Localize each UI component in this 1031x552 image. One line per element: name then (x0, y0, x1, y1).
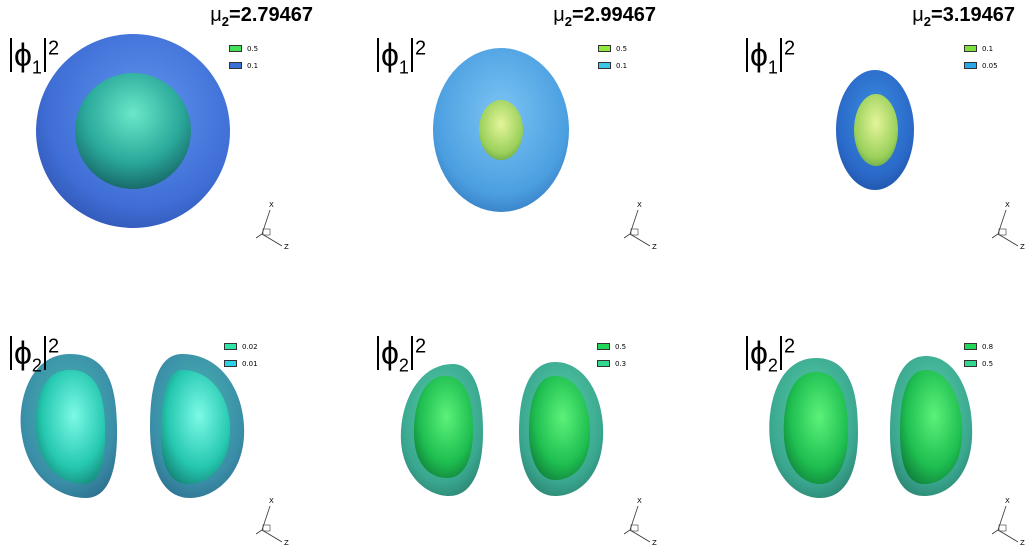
axis-triad-icon: X Z (623, 201, 657, 250)
phi-label: ϕ22 (375, 336, 426, 374)
phi-label: ϕ12 (744, 38, 795, 76)
axis-triad-icon: X Z (991, 497, 1025, 546)
legend: 0.8 0.5 (964, 338, 993, 372)
legend-item: 0.5 (229, 40, 258, 57)
svg-text:Z: Z (284, 539, 289, 546)
legend: 0.5 0.1 (229, 40, 258, 74)
isosurface-plot (36, 34, 230, 228)
isosurface-plot (400, 362, 604, 496)
inner-isosurface-left (35, 370, 106, 484)
svg-text:X: X (1005, 497, 1010, 505)
inner-isosurface-left (413, 376, 473, 478)
isosurface-plot (836, 70, 914, 190)
svg-text:X: X (269, 201, 274, 209)
inner-isosurface-right (160, 370, 231, 484)
mu-label: μ2=2.99467 (553, 4, 656, 29)
phi-label: ϕ12 (8, 38, 59, 76)
axis-triad-icon: X Z (255, 497, 289, 546)
inner-isosurface (854, 94, 898, 166)
legend: 0.5 0.1 (598, 40, 627, 74)
svg-text:X: X (637, 497, 642, 505)
legend: 0.5 0.3 (597, 338, 626, 372)
inner-isosurface-right (900, 370, 963, 484)
legend-item: 0.1 (598, 57, 627, 74)
inner-isosurface (479, 100, 523, 160)
phi-label: ϕ22 (8, 336, 59, 374)
inner-isosurface (75, 73, 191, 189)
svg-text:Z: Z (1020, 539, 1025, 546)
panel-phi2-b: ϕ22 0.5 0.3 X Z (343, 276, 686, 552)
legend-item: 0.1 (229, 57, 258, 74)
panel-phi2-a: ϕ22 0.02 0.01 X Z (0, 276, 343, 552)
legend-item: 0.5 (598, 40, 627, 57)
axis-triad-icon: X Z (991, 201, 1025, 250)
inner-isosurface-right (529, 376, 591, 480)
isosurface-plot (433, 48, 569, 212)
panel-phi1-a: μ2=2.79467 ϕ12 0.5 0.1 X Z (0, 0, 343, 276)
legend-item: 0.8 (964, 338, 993, 355)
svg-text:Z: Z (652, 539, 657, 546)
legend-item: 0.3 (597, 355, 626, 372)
svg-text:Z: Z (652, 243, 657, 250)
svg-text:X: X (637, 201, 642, 209)
legend-item: 0.01 (224, 355, 258, 372)
svg-text:Z: Z (1020, 243, 1025, 250)
phi-label: ϕ22 (744, 336, 795, 374)
legend: 0.02 0.01 (224, 338, 258, 372)
axis-triad-icon: X Z (623, 497, 657, 546)
legend-item: 0.5 (964, 355, 993, 372)
svg-text:X: X (269, 497, 274, 505)
phi-label: ϕ12 (375, 38, 426, 76)
isosurface-plot (769, 356, 973, 498)
legend-item: 0.5 (597, 338, 626, 355)
panel-phi1-b: μ2=2.99467 ϕ12 0.5 0.1 X Z (343, 0, 686, 276)
legend-item: 0.05 (964, 57, 998, 74)
legend-item: 0.02 (224, 338, 258, 355)
isosurface-plot (20, 354, 245, 498)
svg-text:Z: Z (284, 243, 289, 250)
legend: 0.1 0.05 (964, 40, 998, 74)
mu-label: μ2=2.79467 (210, 4, 313, 29)
svg-text:X: X (1005, 201, 1010, 209)
inner-isosurface-left (783, 372, 848, 484)
axis-triad-icon: X Z (255, 201, 289, 250)
panel-phi1-c: μ2=3.19467 ϕ12 0.1 0.05 X Z (686, 0, 1029, 276)
panel-phi2-c: ϕ22 0.8 0.5 X Z (686, 276, 1029, 552)
mu-label: μ2=3.19467 (912, 4, 1015, 29)
legend-item: 0.1 (964, 40, 998, 57)
